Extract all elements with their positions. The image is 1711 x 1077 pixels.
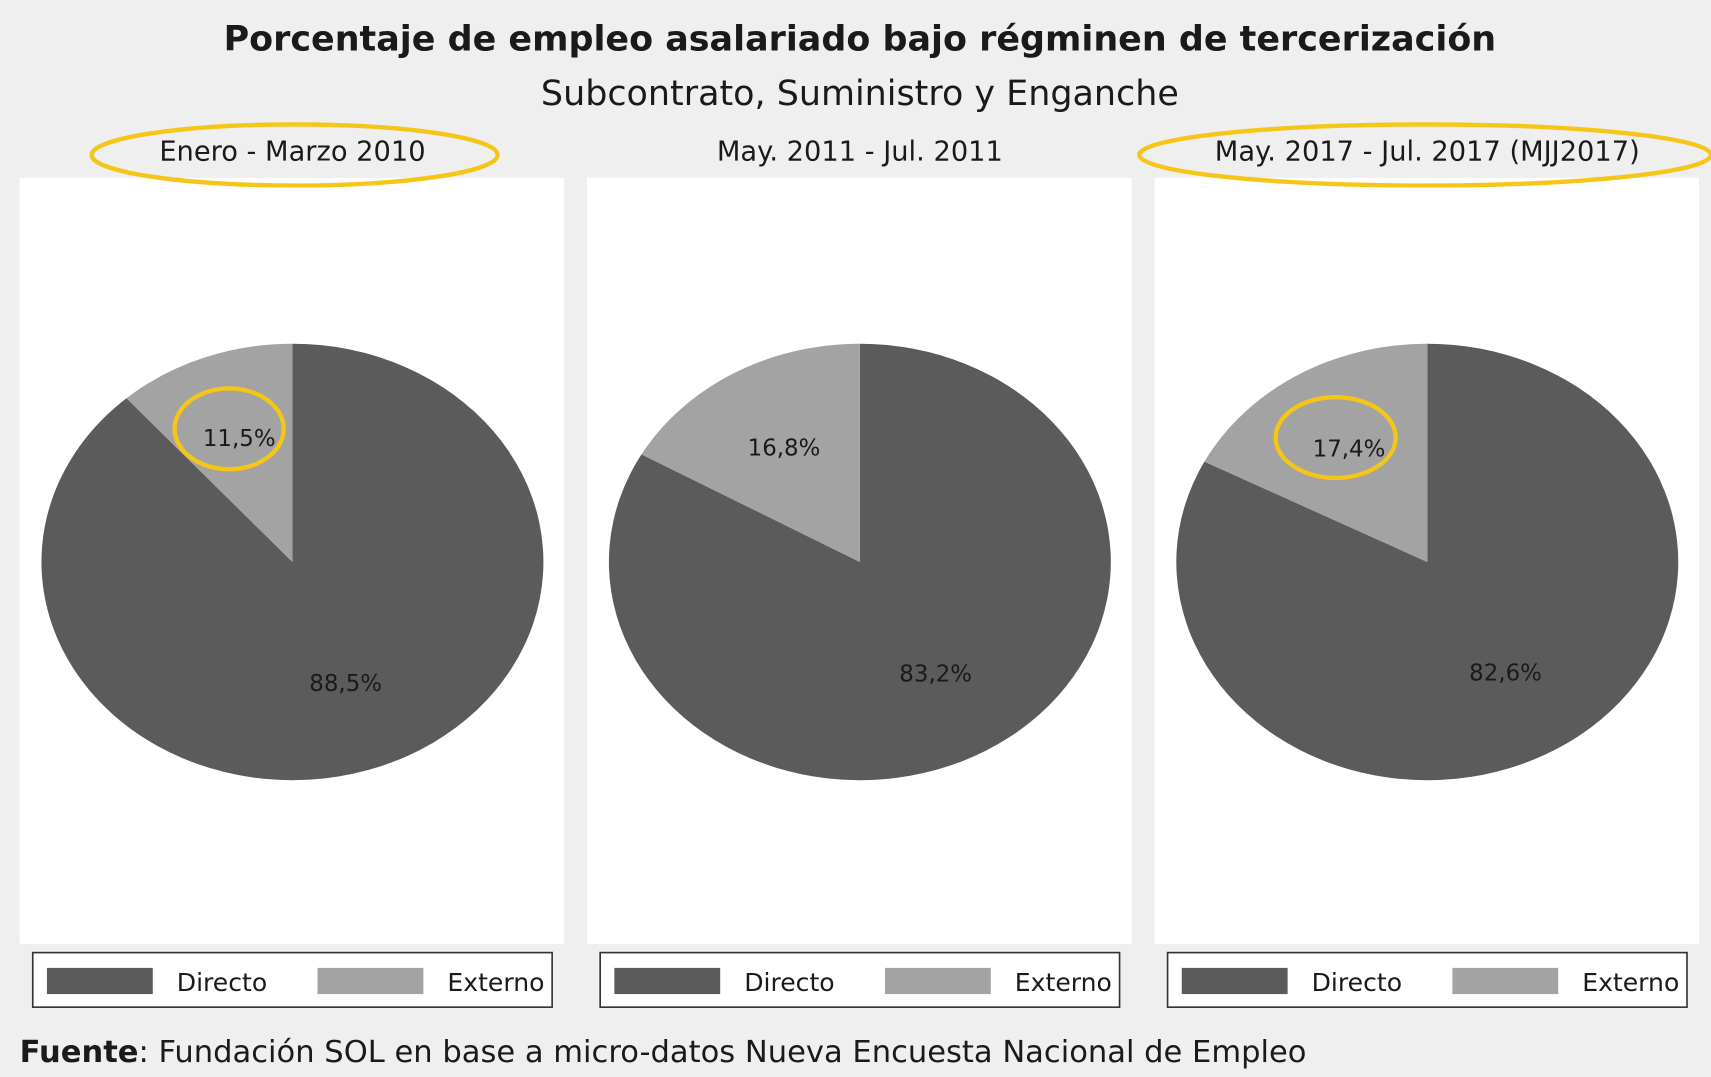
chart-title: Porcentaje de empleo asalariado bajo rég… (224, 19, 1497, 59)
legend-label: Externo (1582, 968, 1679, 997)
highlight-ellipse (89, 122, 500, 188)
panels: Enero - Marzo 2010 88,5% 11,5% Directo Exter… (19, 136, 1699, 1008)
legend-swatch (317, 967, 424, 995)
source-text: : Fundación SOL en base a micro-datos Nu… (139, 1034, 1307, 1069)
highlight-ellipse (172, 386, 286, 472)
data-label: 17,4% (1313, 437, 1386, 463)
panel-title: Enero - Marzo 2010 (159, 136, 425, 167)
data-label: 11,5% (203, 426, 276, 452)
legend-label: Directo (1312, 968, 1402, 997)
data-label: 83,2% (899, 662, 972, 688)
legend-swatch (884, 967, 991, 995)
legend-swatch (614, 967, 721, 995)
source-label: Fuente (20, 1034, 139, 1069)
panel-title: May. 2017 - Jul. 2017 (MJJ2017) (1215, 136, 1640, 167)
highlight-ellipse (1273, 395, 1398, 481)
legend-label: Externo (447, 968, 544, 997)
legend-label: Directo (744, 968, 834, 997)
legend-label: Externo (1015, 968, 1112, 997)
data-label: 82,6% (1469, 660, 1542, 686)
source: Fuente: Fundación SOL en base a micro-da… (20, 1034, 1307, 1069)
data-label: 16,8% (748, 435, 821, 461)
panel-title: May. 2011 - Jul. 2011 (717, 136, 1003, 167)
pie-slice (641, 343, 860, 562)
legend-swatch (46, 967, 153, 995)
legend-swatch (1181, 967, 1288, 995)
pie-slice (1204, 343, 1428, 562)
data-label: 88,5% (309, 671, 382, 697)
legend-swatch (1452, 967, 1559, 995)
pie-slice (126, 343, 293, 562)
legend-label: Directo (177, 968, 267, 997)
chart-subtitle: Subcontrato, Suministro y Enganche (541, 74, 1179, 114)
